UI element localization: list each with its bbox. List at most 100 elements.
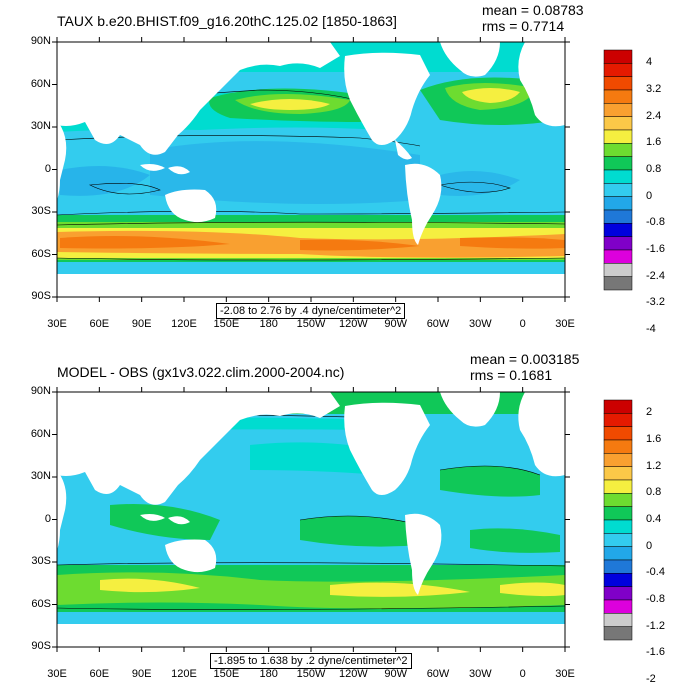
colorbar-swatch	[603, 209, 633, 224]
panel1-title: TAUX b.e20.BHIST.f09_g16.20thC.125.02 [1…	[57, 13, 397, 29]
colorbar-swatch	[603, 103, 633, 117]
colorbar-swatch	[603, 276, 633, 291]
lat-label: 0	[44, 512, 51, 525]
lat-label: 30N	[30, 470, 51, 482]
colorbar-swatch	[603, 116, 633, 131]
colorbar-swatch	[603, 559, 633, 574]
colorbar-swatch	[603, 533, 633, 547]
colorbar-swatch	[603, 479, 633, 494]
lon-label: 60W	[426, 318, 450, 330]
panel2-rms: rms = 0.1681	[470, 367, 553, 383]
lat-label: 60N	[30, 77, 51, 90]
colorbar-label: 1.2	[646, 459, 662, 472]
lon-label: 90E	[131, 668, 152, 680]
lat-label: 30N	[30, 120, 51, 132]
lon-label: 30E	[47, 318, 67, 330]
colorbar-swatch	[603, 613, 633, 627]
panel1-colorbar	[603, 49, 633, 291]
colorbar-label: 0.8	[646, 163, 662, 175]
colorbar-swatch	[603, 169, 633, 184]
lat-label: 90S	[31, 640, 51, 652]
lat-label: 90S	[31, 290, 51, 302]
lat-label: 30S	[31, 205, 51, 217]
colorbar-swatch	[603, 586, 633, 601]
lon-label: 30E	[555, 668, 575, 680]
colorbar-swatch	[603, 599, 633, 614]
colorbar-label: 2	[646, 406, 653, 419]
colorbar-label: 0	[646, 189, 653, 202]
lat-label: 0	[44, 162, 51, 175]
colorbar-swatch	[603, 453, 633, 467]
colorbar-swatch	[603, 413, 633, 427]
lon-label: 30E	[47, 668, 67, 680]
colorbar-label: -1.2	[646, 619, 665, 632]
lon-label: 150W	[296, 318, 326, 330]
lat-label: 90N	[30, 35, 51, 47]
lon-label: 90E	[131, 318, 152, 330]
colorbar-label: -4	[646, 323, 656, 335]
colorbar-label: -0.8	[646, 593, 665, 605]
colorbar-label: 1.6	[646, 433, 662, 445]
colorbar-label: 0.4	[646, 513, 662, 525]
panel1-mean: mean = 0.08783	[482, 2, 584, 18]
colorbar-swatch	[603, 63, 633, 77]
colorbar-label: 3.2	[646, 83, 662, 95]
lat-label: 30S	[31, 555, 51, 567]
colorbar-label: 2.4	[646, 109, 662, 122]
colorbar-swatch	[603, 49, 633, 64]
colorbar-swatch	[603, 183, 633, 197]
lon-label: 90W	[384, 318, 407, 330]
colorbar-label: -1.6	[646, 243, 665, 255]
panel2-mean: mean = 0.003185	[470, 351, 580, 367]
colorbar-label: 0	[646, 539, 653, 552]
panel1-map	[57, 42, 565, 297]
panel2-range-label: -1.895 to 1.638 by .2 dyne/centimeter^2	[210, 653, 412, 669]
colorbar-swatch	[603, 626, 633, 641]
panel2-map	[57, 392, 565, 647]
colorbar-swatch	[603, 546, 633, 561]
colorbar-swatch	[603, 236, 633, 251]
lon-label: 150E	[213, 318, 240, 330]
lon-label: 0	[519, 668, 526, 680]
panel2-colorbar	[603, 399, 633, 641]
lon-label: 150E	[213, 668, 240, 680]
colorbar-swatch	[603, 493, 633, 507]
lon-label: 150W	[296, 668, 326, 680]
colorbar-swatch	[603, 249, 633, 264]
axis-ticks	[52, 37, 570, 652]
colorbar-swatch	[603, 196, 633, 211]
colorbar-swatch	[603, 506, 633, 521]
colorbar-swatch	[603, 223, 633, 237]
colorbar-swatch	[603, 426, 633, 441]
colorbar-swatch	[603, 466, 633, 481]
colorbar-swatch	[603, 89, 633, 104]
colorbar-swatch	[603, 263, 633, 277]
lat-label: 60S	[31, 597, 51, 610]
colorbar-swatch	[603, 156, 633, 171]
lon-label: 30E	[555, 318, 575, 330]
colorbar-swatch	[603, 399, 633, 414]
colorbar-swatch	[603, 143, 633, 157]
colorbar-label: -1.6	[646, 646, 665, 659]
lon-label: 180	[259, 318, 278, 330]
colorbar-label: -0.8	[646, 216, 665, 229]
lon-label: 120E	[171, 318, 197, 330]
panel1-rms: rms = 0.7714	[482, 18, 565, 34]
colorbar-label: -0.4	[646, 566, 665, 579]
panel1-range-label: -2.08 to 2.76 by .4 dyne/centimeter^2	[216, 303, 406, 319]
lat-label: 60S	[31, 247, 51, 260]
colorbar-swatch	[603, 76, 633, 91]
lon-label: 180	[259, 668, 278, 680]
lon-label: 120W	[338, 318, 368, 330]
lon-label: 0	[519, 318, 526, 330]
lon-label: 60E	[89, 668, 110, 680]
colorbar-swatch	[603, 573, 633, 587]
colorbar-label: 4	[646, 56, 653, 69]
colorbar-label: 1.6	[646, 136, 662, 149]
colorbar-swatch	[603, 519, 633, 534]
colorbar-label: 0.8	[646, 486, 662, 499]
colorbar-swatch	[603, 439, 633, 454]
colorbar-label: -2.4	[646, 269, 665, 282]
lon-label: 120W	[338, 668, 368, 680]
